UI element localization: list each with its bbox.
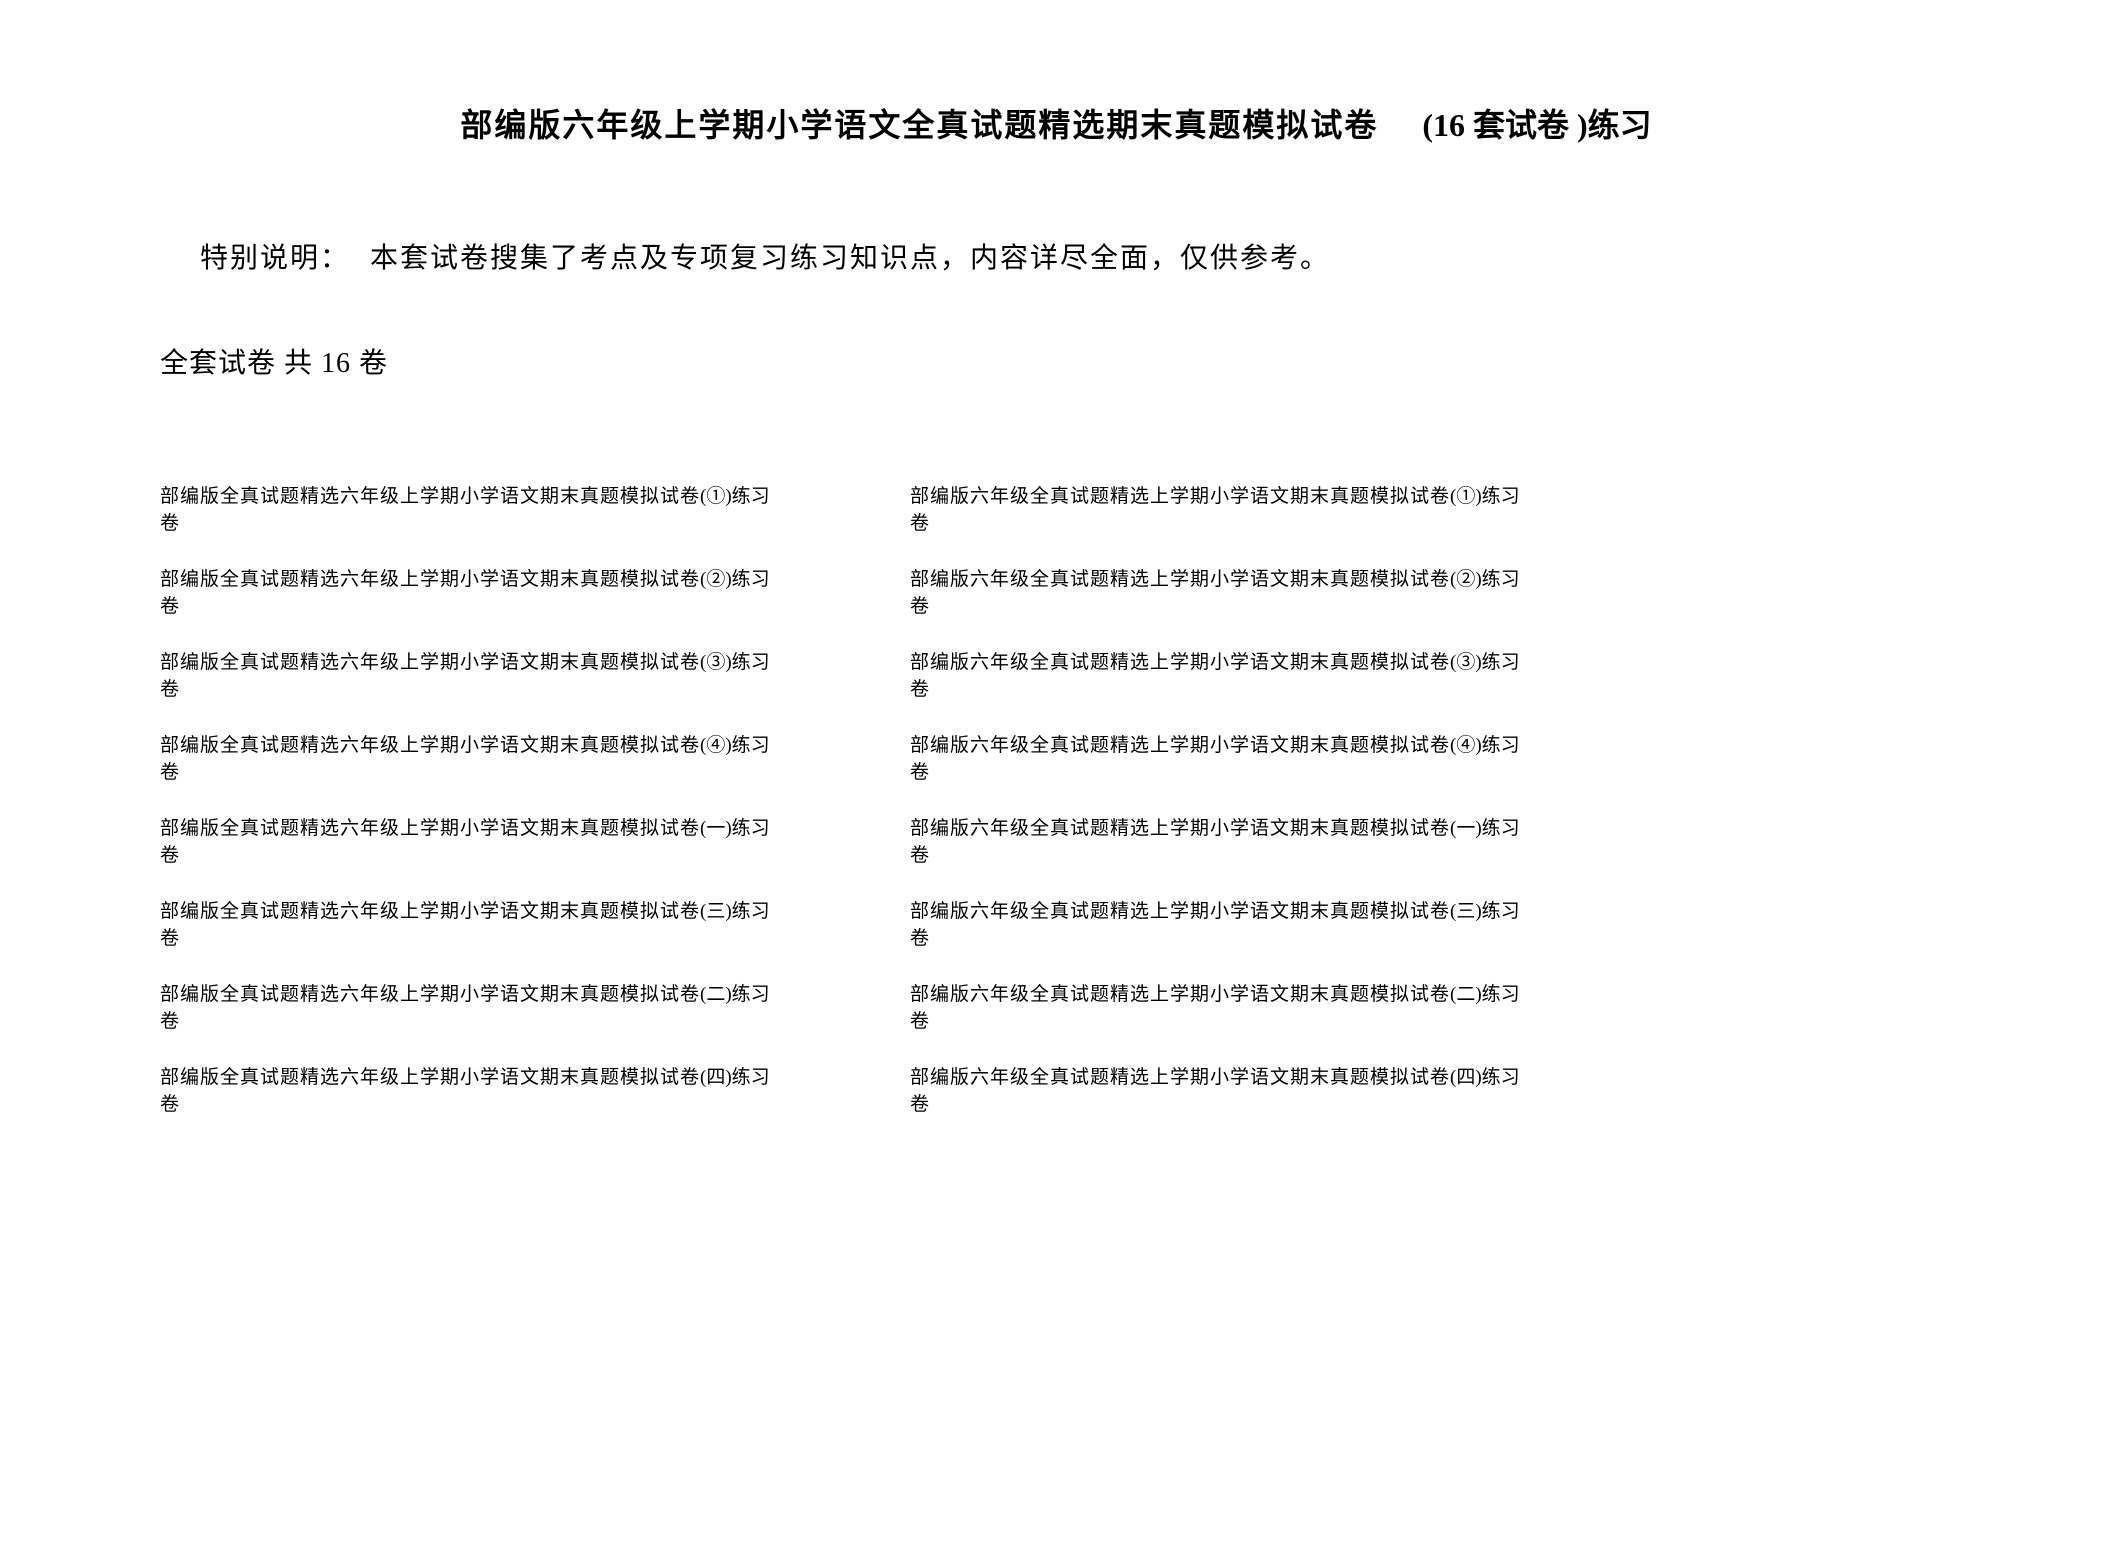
item-title: 部编版六年级全真试题精选上学期小学语文期末真题模拟试卷卷 — [910, 481, 1450, 535]
list-item: 部编版全真试题精选六年级上学期小学语文期末真题模拟试卷卷 (四)练习 — [160, 1062, 800, 1116]
item-title: 部编版六年级全真试题精选上学期小学语文期末真题模拟试卷卷 — [910, 896, 1450, 950]
item-title: 部编版全真试题精选六年级上学期小学语文期末真题模拟试卷卷 — [160, 979, 700, 1033]
item-title: 部编版六年级全真试题精选上学期小学语文期末真题模拟试卷卷 — [910, 979, 1450, 1033]
item-suffix: (①)练习 — [700, 481, 800, 508]
list-item: 部编版六年级全真试题精选上学期小学语文期末真题模拟试卷卷 (①)练习 — [910, 481, 1550, 535]
special-note: 特别说明： 本套试卷搜集了考点及专项复习练习知识点，内容详尽全面，仅供参考。 — [200, 236, 2032, 276]
item-suffix: (②)练习 — [700, 564, 800, 591]
item-title: 部编版六年级全真试题精选上学期小学语文期末真题模拟试卷卷 — [910, 1062, 1450, 1116]
item-suffix: (一)练习 — [1450, 813, 1550, 840]
item-suffix: (三)练习 — [1450, 896, 1550, 923]
toc-column-right: 部编版六年级全真试题精选上学期小学语文期末真题模拟试卷卷 (①)练习 部编版六年… — [910, 481, 1550, 1116]
item-suffix: (①)练习 — [1450, 481, 1550, 508]
item-title: 部编版全真试题精选六年级上学期小学语文期末真题模拟试卷卷 — [160, 647, 700, 701]
item-suffix: (四)练习 — [1450, 1062, 1550, 1089]
list-item: 部编版全真试题精选六年级上学期小学语文期末真题模拟试卷卷 (③)练习 — [160, 647, 800, 701]
item-title: 部编版全真试题精选六年级上学期小学语文期末真题模拟试卷卷 — [160, 481, 700, 535]
note-text: 本套试卷搜集了考点及专项复习练习知识点，内容详尽全面，仅供参考。 — [370, 243, 1330, 274]
item-suffix: (④)练习 — [1450, 730, 1550, 757]
item-suffix: (④)练习 — [700, 730, 800, 757]
summary-line: 全套试卷 共 16 卷 — [160, 341, 2032, 381]
title-sub: (16 套试卷 )练习 — [1422, 107, 1651, 143]
item-title: 部编版六年级全真试题精选上学期小学语文期末真题模拟试卷卷 — [910, 813, 1450, 867]
item-suffix: (二)练习 — [700, 979, 800, 1006]
list-item: 部编版六年级全真试题精选上学期小学语文期末真题模拟试卷卷 (④)练习 — [910, 730, 1550, 784]
item-suffix: (③)练习 — [1450, 647, 1550, 674]
list-item: 部编版六年级全真试题精选上学期小学语文期末真题模拟试卷卷 (四)练习 — [910, 1062, 1550, 1116]
item-title: 部编版全真试题精选六年级上学期小学语文期末真题模拟试卷卷 — [160, 896, 700, 950]
list-item: 部编版全真试题精选六年级上学期小学语文期末真题模拟试卷卷 (④)练习 — [160, 730, 800, 784]
item-title: 部编版六年级全真试题精选上学期小学语文期末真题模拟试卷卷 — [910, 564, 1450, 618]
list-item: 部编版全真试题精选六年级上学期小学语文期末真题模拟试卷卷 (二)练习 — [160, 979, 800, 1033]
toc-column-left: 部编版全真试题精选六年级上学期小学语文期末真题模拟试卷卷 (①)练习 部编版全真… — [160, 481, 800, 1116]
title-main: 部编版六年级上学期小学语文全真试题精选期末真题模拟试卷 — [460, 107, 1378, 143]
item-suffix: (一)练习 — [700, 813, 800, 840]
note-label: 特别说明： — [200, 243, 350, 274]
item-title: 部编版六年级全真试题精选上学期小学语文期末真题模拟试卷卷 — [910, 730, 1450, 784]
list-item: 部编版六年级全真试题精选上学期小学语文期末真题模拟试卷卷 (③)练习 — [910, 647, 1550, 701]
item-title: 部编版全真试题精选六年级上学期小学语文期末真题模拟试卷卷 — [160, 1062, 700, 1116]
list-item: 部编版六年级全真试题精选上学期小学语文期末真题模拟试卷卷 (一)练习 — [910, 813, 1550, 867]
toc-columns: 部编版全真试题精选六年级上学期小学语文期末真题模拟试卷卷 (①)练习 部编版全真… — [160, 481, 2032, 1116]
item-suffix: (三)练习 — [700, 896, 800, 923]
list-item: 部编版全真试题精选六年级上学期小学语文期末真题模拟试卷卷 (一)练习 — [160, 813, 800, 867]
item-title: 部编版全真试题精选六年级上学期小学语文期末真题模拟试卷卷 — [160, 564, 700, 618]
item-suffix: (②)练习 — [1450, 564, 1550, 591]
item-title: 部编版全真试题精选六年级上学期小学语文期末真题模拟试卷卷 — [160, 730, 700, 784]
item-suffix: (③)练习 — [700, 647, 800, 674]
list-item: 部编版六年级全真试题精选上学期小学语文期末真题模拟试卷卷 (三)练习 — [910, 896, 1550, 950]
list-item: 部编版全真试题精选六年级上学期小学语文期末真题模拟试卷卷 (②)练习 — [160, 564, 800, 618]
list-item: 部编版全真试题精选六年级上学期小学语文期末真题模拟试卷卷 (三)练习 — [160, 896, 800, 950]
list-item: 部编版六年级全真试题精选上学期小学语文期末真题模拟试卷卷 (二)练习 — [910, 979, 1550, 1033]
item-title: 部编版六年级全真试题精选上学期小学语文期末真题模拟试卷卷 — [910, 647, 1450, 701]
document-title: 部编版六年级上学期小学语文全真试题精选期末真题模拟试卷 (16 套试卷 )练习 — [80, 100, 2032, 146]
list-item: 部编版全真试题精选六年级上学期小学语文期末真题模拟试卷卷 (①)练习 — [160, 481, 800, 535]
item-suffix: (四)练习 — [700, 1062, 800, 1089]
list-item: 部编版六年级全真试题精选上学期小学语文期末真题模拟试卷卷 (②)练习 — [910, 564, 1550, 618]
item-title: 部编版全真试题精选六年级上学期小学语文期末真题模拟试卷卷 — [160, 813, 700, 867]
item-suffix: (二)练习 — [1450, 979, 1550, 1006]
